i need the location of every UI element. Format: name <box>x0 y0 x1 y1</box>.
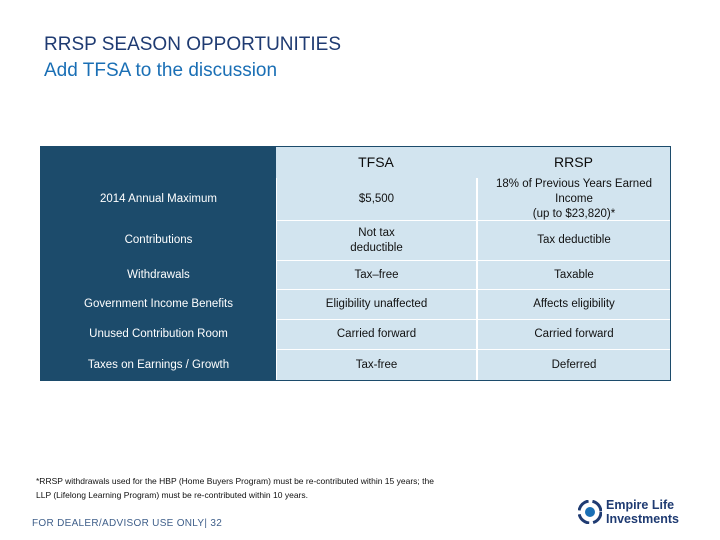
rrsp-cell: 18% of Previous Years Earned Income (up … <box>477 178 670 220</box>
rrsp-cell: Taxable <box>477 260 670 289</box>
footnote-line: *RRSP withdrawals used for the HBP (Home… <box>36 476 434 486</box>
row-label: Taxes on Earnings / Growth <box>41 349 276 380</box>
tfsa-cell: Carried forward <box>276 319 476 349</box>
tfsa-cell: Tax–free <box>276 260 476 289</box>
header-corner-cell <box>41 147 276 178</box>
rrsp-cell-line: 18% of Previous Years Earned Income <box>496 177 652 205</box>
rrsp-cell: Carried forward <box>477 319 670 349</box>
tfsa-cell-line: deductible <box>350 241 403 254</box>
table-row: Government Income Benefits Eligibility u… <box>41 289 670 319</box>
table-row: Contributions Not tax deductible Tax ded… <box>41 220 670 260</box>
table-row: Unused Contribution Room Carried forward… <box>41 319 670 349</box>
table-row: Withdrawals Tax–free Taxable <box>41 260 670 289</box>
rrsp-cell: Affects eligibility <box>477 289 670 319</box>
dealer-use-footer: FOR DEALER/ADVISOR USE ONLY| 32 <box>32 518 223 529</box>
rrsp-cell: Deferred <box>477 349 670 380</box>
slide-title: RRSP SEASON OPPORTUNITIES <box>44 34 342 55</box>
row-label: Government Income Benefits <box>41 289 276 319</box>
footnote: *RRSP withdrawals used for the HBP (Home… <box>36 474 516 502</box>
logo-line: Investments <box>606 512 679 526</box>
empire-life-mark-icon <box>578 500 602 524</box>
row-label: Contributions <box>41 220 276 260</box>
tfsa-cell: Not tax deductible <box>276 220 476 260</box>
tfsa-cell-line: Not tax <box>358 226 395 239</box>
rrsp-cell: Tax deductible <box>477 220 670 260</box>
logo-text: Empire Life Investments <box>606 498 679 526</box>
rrsp-cell-line: (up to $23,820)* <box>532 207 616 220</box>
row-label: Unused Contribution Room <box>41 319 276 349</box>
empire-life-logo: Empire Life Investments <box>578 498 703 528</box>
slide-subtitle: Add TFSA to the discussion <box>44 60 278 81</box>
footnote-line: LLP (Lifelong Learning Program) must be … <box>36 490 308 500</box>
logo-line: Empire Life <box>606 498 675 512</box>
tfsa-cell: Eligibility unaffected <box>276 289 476 319</box>
comparison-table: TFSA RRSP 2014 Annual Maximum $5,500 18%… <box>40 146 671 381</box>
header-rrsp: RRSP <box>554 154 593 170</box>
slide-title-block: RRSP SEASON OPPORTUNITIES Add TFSA to th… <box>44 32 341 84</box>
tfsa-cell: $5,500 <box>276 178 476 220</box>
row-label: 2014 Annual Maximum <box>41 178 276 220</box>
tfsa-cell: Tax-free <box>276 349 476 380</box>
table-row: 2014 Annual Maximum $5,500 18% of Previo… <box>41 178 670 220</box>
header-tfsa: TFSA <box>358 154 394 170</box>
row-label: Withdrawals <box>41 260 276 289</box>
table-row: Taxes on Earnings / Growth Tax-free Defe… <box>41 349 670 380</box>
